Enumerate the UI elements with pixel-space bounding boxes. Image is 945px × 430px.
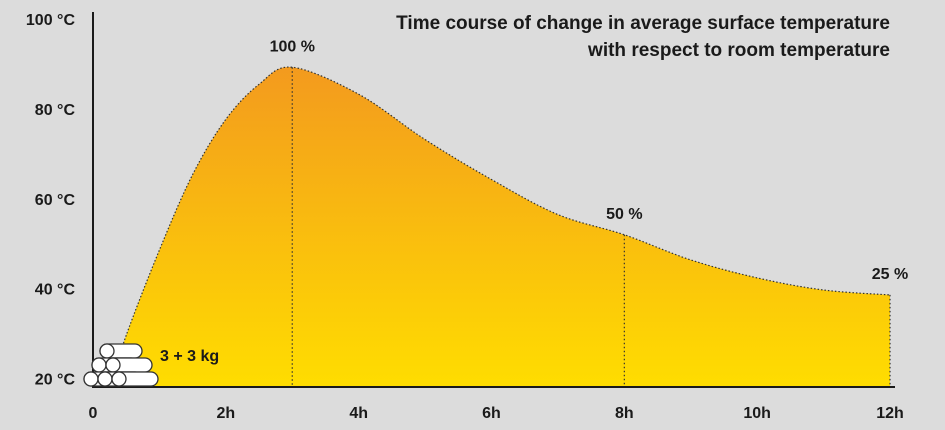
annotation: 100 % [270,38,315,55]
y-tick-label: 100 °C [26,12,76,29]
annotation: 50 % [606,206,642,223]
x-tick-label: 8h [615,405,634,422]
logs-icon [83,343,159,387]
area [112,67,891,387]
x-tick-label: 2h [216,405,235,422]
area-outline [112,66,891,381]
y-tick-label: 60 °C [35,192,76,209]
x-tick-label: 4h [349,405,368,422]
annotation: 25 % [872,266,908,283]
y-tick-label: 80 °C [35,102,76,119]
y-tick-label: 40 °C [35,282,76,299]
note: 3 + 3 kg [160,348,219,365]
x-tick-label: 0 [89,405,98,422]
x-tick-label: 6h [482,405,501,422]
x-tick-label: 12h [876,405,904,422]
chart-title: Time course of change in average surface… [396,13,890,61]
y-tick-label: 20 °C [35,371,76,388]
x-tick-label: 10h [743,405,771,422]
